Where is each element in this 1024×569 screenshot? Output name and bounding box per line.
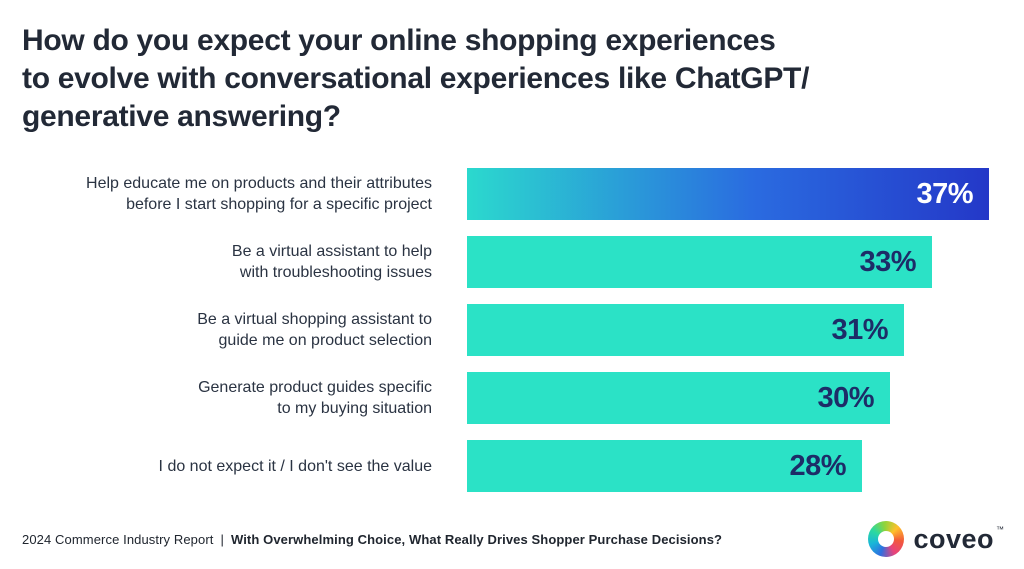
bar-row: Be a virtual shopping assistant to guide… (22, 304, 1000, 357)
bar-row: Help educate me on products and their at… (22, 168, 1000, 221)
bar-label: Help educate me on products and their at… (86, 175, 432, 214)
bar-track: 33% (467, 236, 1000, 289)
bar-chart: Help educate me on products and their at… (22, 168, 1000, 493)
bar-row: Be a virtual assistant to help with trou… (22, 236, 1000, 289)
bar-value-label: 28% (789, 449, 846, 482)
bar: 33% (467, 236, 932, 289)
coveo-logo-icon (868, 521, 905, 557)
trademark-symbol: ™ (996, 525, 1004, 534)
bar-value-label: 30% (817, 381, 874, 414)
source-separator: | (220, 531, 224, 547)
bar-track: 30% (467, 372, 1000, 425)
bar: 28% (467, 440, 862, 493)
source-report: 2024 Commerce Industry Report (22, 531, 214, 547)
bar-track: 28% (467, 440, 1000, 493)
bar-label: Be a virtual assistant to help with trou… (231, 243, 432, 282)
bar-track: 31% (467, 304, 1000, 357)
bar-value-label: 33% (859, 245, 916, 278)
bar-track: 37% (467, 168, 1000, 221)
footer: 2024 Commerce Industry Report | With Overw… (22, 521, 1004, 557)
bar-row: Generate product guides specific to my b… (22, 372, 1000, 425)
coveo-logo-text: coveo (913, 523, 994, 554)
coveo-logo: coveo ™ (868, 521, 1004, 557)
bar-label: Be a virtual shopping assistant to guide… (197, 311, 432, 350)
bar-value-label: 37% (916, 177, 973, 210)
bar: 37% (467, 168, 989, 221)
chart-rows: Help educate me on products and their at… (22, 168, 1000, 493)
bar: 31% (467, 304, 904, 357)
bar-label: Generate product guides specific to my b… (198, 379, 432, 418)
page-title: How do you expect your online shopping e… (22, 24, 810, 134)
bar-label: I do not expect it / I don't see the val… (158, 457, 432, 475)
source-line: 2024 Commerce Industry Report | With Overw… (22, 532, 722, 547)
source-report-title: With Overwhelming Choice, What Really Dr… (230, 531, 723, 547)
bar-value-label: 31% (831, 313, 888, 346)
bar: 30% (467, 372, 890, 425)
bar-row: I do not expect it / I don't see the val… (22, 440, 1000, 493)
